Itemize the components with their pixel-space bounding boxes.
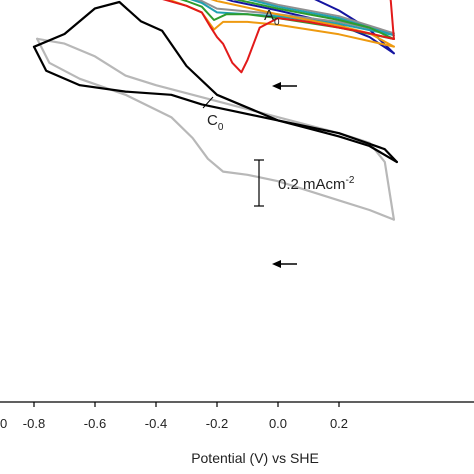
x-tick-label: 0.0 <box>269 416 287 431</box>
bottom-panel-series-0-reverse <box>314 0 395 55</box>
bottom-panel-series-3-reverse <box>233 0 395 40</box>
x-tick-label: -0.6 <box>84 416 106 431</box>
annotation-c0-leader <box>202 96 214 109</box>
bottom-panel-series-2-reverse <box>246 0 395 37</box>
annotation-c0: C0 <box>207 112 224 133</box>
x-tick-label: 0 <box>0 416 7 431</box>
scan-direction-arrow-top <box>272 82 297 90</box>
scan-direction-arrow-bottom <box>272 260 297 268</box>
annotation-a0: A0 <box>264 7 280 28</box>
scale-bar-label: 0.2 mAcm-2 <box>278 175 355 193</box>
bottom-panel-series-1-reverse <box>254 0 395 35</box>
bottom-panel-series-5-forward <box>162 0 395 74</box>
top-panel-series-1-reverse <box>32 0 398 164</box>
bottom-panel-series-1-forward <box>195 0 395 35</box>
x-tick-label: -0.2 <box>206 416 228 431</box>
top-panel-series-1-forward <box>32 45 398 164</box>
x-axis-title: Potential (V) vs SHE <box>191 450 319 466</box>
top-panel-series <box>32 0 398 221</box>
x-tick-label: -0.4 <box>145 416 167 431</box>
scale-bar: 0.2 mAcm-2 <box>254 159 355 207</box>
top-panel-series-0-forward <box>36 37 395 221</box>
x-tick-label: -0.8 <box>23 416 45 431</box>
x-axis-ticks: 0 -0.8 -0.6 -0.4 -0.2 0.0 0.2 <box>0 402 348 431</box>
x-tick-label: 0.2 <box>330 416 348 431</box>
bottom-panel-series <box>162 0 395 74</box>
